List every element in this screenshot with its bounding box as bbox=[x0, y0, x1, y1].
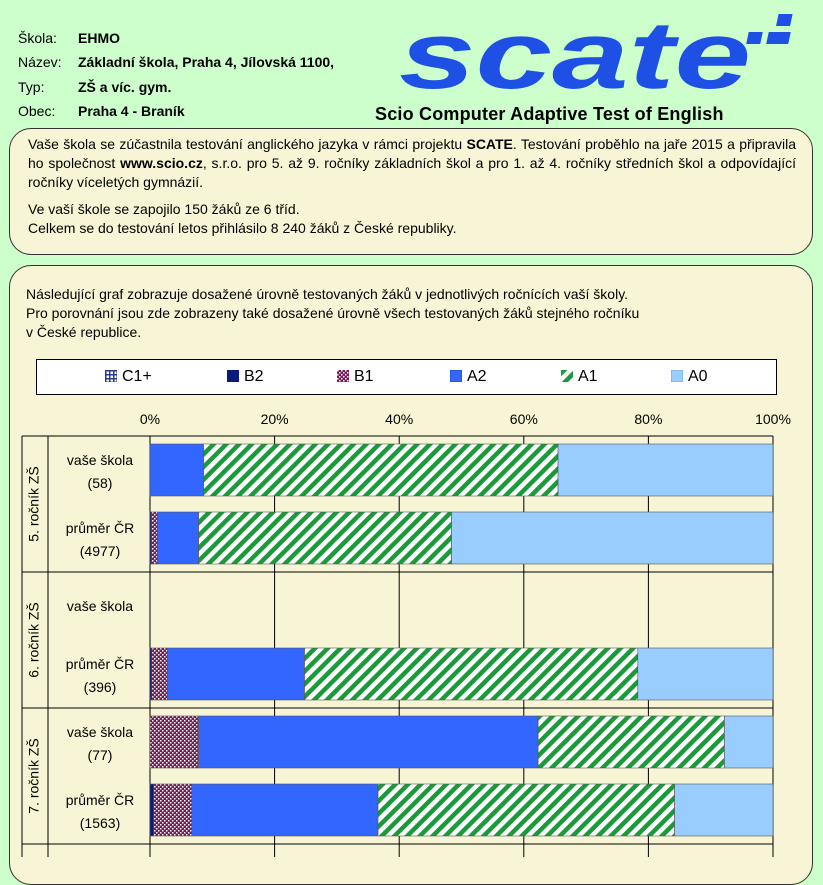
legend-item-a0: A0 bbox=[671, 368, 708, 386]
intro-school-count: Ve vaší škole se zapojilo 150 žáků ze 6 … bbox=[28, 201, 300, 217]
bar-b2 bbox=[149, 783, 155, 837]
intro-company-link: www.scio.cz bbox=[120, 155, 203, 171]
bar-a2 bbox=[167, 647, 305, 701]
legend-item-a1: A1 bbox=[561, 368, 598, 386]
legend-label-a1: A1 bbox=[578, 368, 598, 385]
bar-b1 bbox=[149, 715, 199, 769]
x-tick-label: 20% bbox=[261, 411, 289, 427]
bar-a0 bbox=[451, 511, 774, 565]
intro-text-a: Vaše škola se zúčastnila testování angli… bbox=[28, 136, 467, 152]
legend-swatch-a2 bbox=[450, 370, 462, 382]
intro-paragraph: Vaše škola se zúčastnila testování angli… bbox=[28, 135, 796, 192]
group-label: 5. ročník ZŠ bbox=[26, 466, 42, 541]
legend-swatch-a0 bbox=[671, 370, 683, 382]
intro-total-count: Celkem se do testování letos přihlásilo … bbox=[28, 220, 457, 236]
graph-description-line3: v České republice. bbox=[26, 324, 142, 340]
row-label: průměr ČR bbox=[66, 792, 134, 808]
chart-legend: C1+ B2 B1 A2 A1 A0 bbox=[36, 359, 777, 395]
bar-a0 bbox=[724, 715, 774, 769]
name-value: Základní škola, Praha 4, Jílovská 1100, bbox=[78, 54, 335, 70]
intro-project-name: SCATE bbox=[466, 136, 513, 152]
legend-item-c1plus: C1+ bbox=[105, 368, 152, 386]
town-value: Praha 4 - Braník bbox=[78, 103, 185, 119]
legend-swatch-b1 bbox=[337, 370, 349, 382]
row-count: (58) bbox=[88, 475, 113, 491]
legend-label-a0: A0 bbox=[688, 368, 708, 385]
graph-description: Následující graf zobrazuje dosažené úrov… bbox=[26, 285, 726, 342]
bar-a2 bbox=[149, 443, 204, 497]
row-label: průměr ČR bbox=[66, 520, 134, 536]
group-label: 7. ročník ZŠ bbox=[26, 738, 42, 813]
row-label: průměr ČR bbox=[66, 656, 134, 672]
type-label: Typ: bbox=[18, 79, 45, 95]
bar-a1 bbox=[537, 715, 725, 769]
bar-a1 bbox=[377, 783, 675, 837]
scate-logo: scate bbox=[399, 12, 793, 94]
row-count: (4977) bbox=[80, 543, 120, 559]
bar-a1 bbox=[203, 443, 559, 497]
row-label: vaše škola bbox=[67, 598, 133, 614]
bar-b1 bbox=[151, 647, 168, 701]
row-count: (77) bbox=[88, 747, 113, 763]
bar-a2 bbox=[157, 511, 199, 565]
logo-text: scate bbox=[399, 12, 751, 94]
intro-panel: Vaše škola se zúčastnila testování angli… bbox=[9, 128, 813, 255]
legend-label-c1plus: C1+ bbox=[122, 368, 152, 385]
town-label: Obec: bbox=[18, 103, 56, 119]
x-tick-label: 80% bbox=[634, 411, 662, 427]
intro-text-e: , s.r.o. pro 5. až 9. ročníky základních… bbox=[28, 155, 796, 190]
bar-a2 bbox=[198, 715, 539, 769]
graph-description-line2: Pro porovnání jsou zde zobrazeny také do… bbox=[26, 305, 640, 321]
level-chart: 0% 20% 40% 60% 80% 100% 5. ročník ZŠ vaše škola… bbox=[21, 411, 791, 857]
legend-item-b1: B1 bbox=[337, 368, 374, 386]
x-tick-label: 60% bbox=[510, 411, 538, 427]
legend-label-a2: A2 bbox=[467, 368, 487, 385]
x-tick-label: 0% bbox=[140, 411, 160, 427]
bar-a0 bbox=[637, 647, 774, 701]
x-tick-label: 100% bbox=[755, 411, 791, 427]
name-label: Název: bbox=[18, 54, 62, 70]
legend-item-b2: B2 bbox=[227, 368, 264, 386]
row-label: vaše škola bbox=[67, 724, 133, 740]
bar-b1 bbox=[150, 511, 158, 565]
legend-label-b1: B1 bbox=[354, 368, 374, 385]
bar-a0 bbox=[557, 443, 774, 497]
legend-item-a2: A2 bbox=[450, 368, 487, 386]
intro-text-c: . Testování proběhlo na jaře 2015 a přip… bbox=[28, 136, 796, 171]
type-value: ZŠ a víc. gym. bbox=[78, 79, 172, 95]
row-count: (1563) bbox=[80, 815, 120, 831]
legend-label-b2: B2 bbox=[244, 368, 264, 385]
logo-subtitle: Scio Computer Adaptive Test of English bbox=[375, 104, 724, 124]
graph-description-line1: Následující graf zobrazuje dosažené úrov… bbox=[26, 286, 629, 302]
row-count: (396) bbox=[84, 679, 117, 695]
bar-a2 bbox=[191, 783, 379, 837]
bar-a1 bbox=[198, 511, 452, 565]
group-label: 6. ročník ZŠ bbox=[26, 602, 42, 677]
legend-swatch-b2 bbox=[227, 370, 239, 382]
bar-b1 bbox=[153, 783, 193, 837]
school-label: Škola: bbox=[18, 30, 57, 46]
legend-swatch-c1plus bbox=[105, 370, 117, 382]
x-tick-label: 40% bbox=[385, 411, 413, 427]
bar-a0 bbox=[674, 783, 774, 837]
row-label: vaše škola bbox=[67, 452, 133, 468]
legend-swatch-a1 bbox=[561, 370, 573, 382]
school-value: EHMO bbox=[78, 30, 120, 46]
bar-a1 bbox=[304, 647, 639, 701]
